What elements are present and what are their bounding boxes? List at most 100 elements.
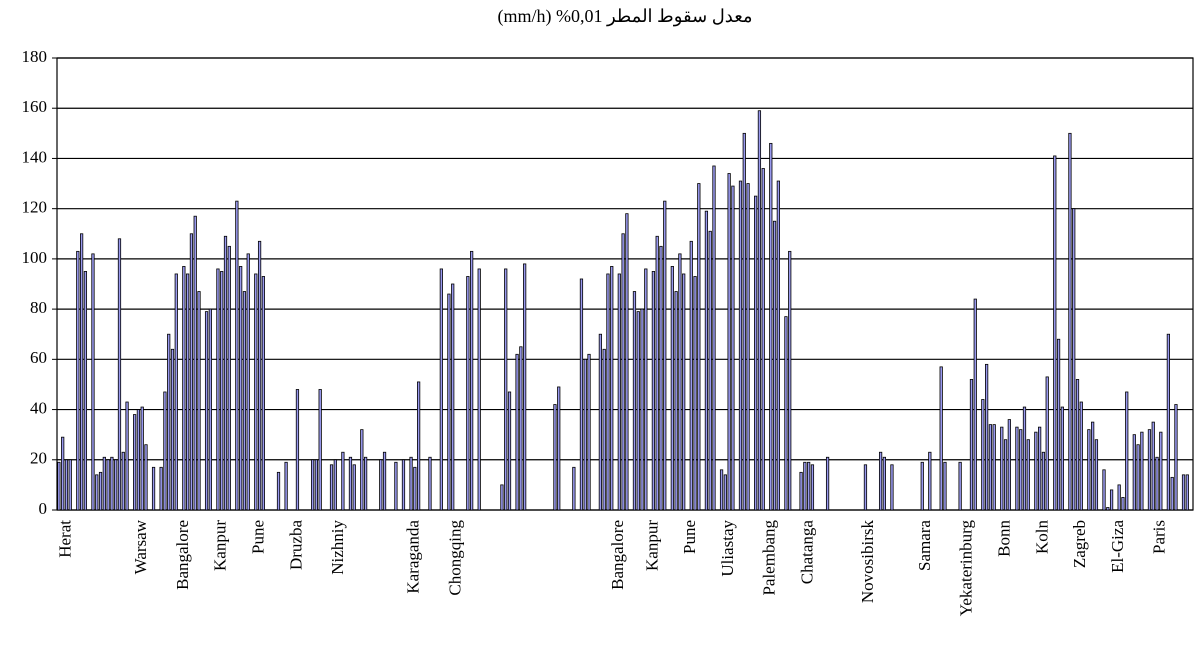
bar: [943, 461, 947, 511]
bar: [83, 271, 88, 511]
bar: [757, 110, 762, 511]
bar: [227, 245, 231, 511]
x-tick-label: Novosibirsk: [858, 520, 877, 604]
bar: [663, 200, 667, 511]
bar: [102, 456, 106, 511]
bar: [761, 168, 765, 511]
bar: [409, 456, 413, 511]
bar: [186, 273, 190, 511]
bar: [1022, 406, 1027, 511]
bar: [1174, 404, 1178, 511]
bar: [167, 333, 171, 511]
x-tick-label: El-Giza: [1108, 520, 1127, 573]
bar: [470, 250, 474, 511]
bar: [136, 409, 141, 511]
bar: [106, 459, 110, 511]
x-tick-label: Kanpur: [642, 520, 661, 571]
bar: [693, 276, 697, 511]
bar: [553, 404, 557, 511]
x-tick-label: Bangalore: [608, 520, 627, 590]
bar: [1056, 338, 1061, 511]
bar: [712, 165, 716, 511]
bar: [1132, 434, 1136, 511]
bar: [504, 268, 508, 511]
bar: [708, 230, 712, 511]
bar: [1000, 426, 1004, 511]
bar: [117, 238, 122, 511]
bar: [723, 474, 727, 511]
bar: [519, 346, 523, 511]
bar: [379, 459, 383, 511]
x-tick-label: Samara: [915, 520, 934, 571]
bar: [170, 348, 175, 511]
bar: [825, 456, 830, 511]
bar: [981, 399, 985, 511]
bar: [644, 268, 648, 511]
bar: [973, 298, 977, 511]
bar: [697, 183, 701, 511]
x-tick-label: Karaganda: [404, 520, 423, 594]
bar: [727, 173, 731, 511]
bar: [579, 278, 584, 511]
x-tick-label: Bangalore: [173, 520, 192, 590]
bar: [1155, 456, 1159, 511]
bar: [98, 471, 103, 511]
bar: [969, 379, 974, 511]
bar: [1109, 489, 1114, 511]
bar: [197, 291, 201, 511]
bar: [890, 464, 894, 511]
bar: [1007, 419, 1011, 511]
x-tick-label: Yekaterinburg: [957, 520, 976, 617]
bar: [655, 235, 659, 511]
x-tick-label: Paris: [1150, 520, 1169, 554]
bar: [235, 200, 239, 511]
bar: [1015, 426, 1019, 511]
x-tick-label: Nizhniy: [328, 520, 347, 575]
x-tick-label: Uliastay: [718, 520, 737, 577]
bar: [1041, 451, 1046, 511]
bar: [1147, 429, 1152, 511]
bar: [606, 273, 610, 511]
y-tick-label: 100: [22, 248, 48, 267]
y-tick-label: 160: [22, 97, 48, 116]
bar: [810, 464, 815, 511]
bar: [1166, 333, 1170, 511]
y-tick-label: 180: [22, 47, 48, 66]
y-tick-label: 40: [30, 398, 47, 417]
bar: [1091, 421, 1095, 511]
bar: [159, 466, 163, 511]
bar: [1068, 132, 1072, 511]
bar: [329, 464, 334, 511]
bar: [788, 250, 792, 511]
bar: [863, 464, 868, 511]
bar: [413, 466, 417, 511]
bar: [1117, 484, 1121, 511]
bar: [1060, 406, 1064, 511]
bar: [920, 461, 924, 511]
bar: [625, 213, 629, 511]
bar: [1072, 208, 1076, 511]
bar: [651, 271, 656, 511]
bar: [223, 235, 228, 511]
y-tick-label: 0: [39, 499, 48, 518]
bar: [174, 273, 178, 511]
bar: [144, 444, 148, 511]
bar: [674, 291, 678, 511]
bar: [125, 401, 129, 511]
bar: [776, 180, 780, 511]
bar: [1026, 439, 1030, 511]
x-tick-label: Chatanga: [798, 520, 817, 585]
x-tick-label: Zagreb: [1070, 520, 1089, 568]
bar: [360, 429, 364, 511]
bar: [719, 469, 724, 511]
bar: [394, 461, 398, 511]
bar: [189, 233, 194, 511]
bar: [659, 245, 663, 511]
x-tick-label: Warsaw: [131, 519, 150, 574]
bar: [151, 466, 156, 511]
bar: [746, 183, 750, 511]
y-tick-label: 120: [22, 198, 48, 217]
bar: [295, 389, 300, 511]
bar: [1170, 476, 1174, 511]
bar: [76, 250, 80, 511]
